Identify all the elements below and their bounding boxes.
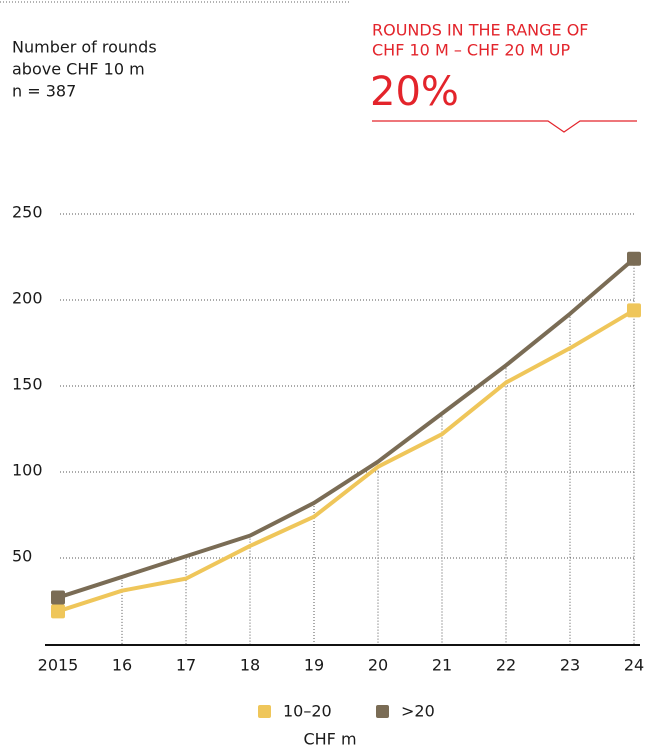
y-tick-label: 50 (12, 547, 32, 566)
x-tick-label: 17 (176, 656, 196, 675)
x-tick-label: 16 (112, 656, 132, 675)
x-tick-label: 23 (560, 656, 580, 675)
x-tick-label: 21 (432, 656, 452, 675)
legend-swatch (376, 705, 389, 718)
series-line (57, 257, 636, 600)
x-tick-label: 24 (624, 656, 644, 675)
x-axis-label: CHF m (303, 730, 356, 749)
end-marker (51, 604, 65, 619)
x-tick-label: 22 (496, 656, 516, 675)
note: n = 387 (12, 82, 76, 101)
end-marker (51, 590, 65, 605)
note: above CHF 10 m (12, 60, 145, 79)
callout: CHF 10 M – CHF 20 M UP (372, 41, 570, 60)
highlight: 20% (370, 69, 459, 115)
x-tick-label: 18 (240, 656, 260, 675)
end-marker (627, 303, 641, 318)
x-tick-label: 19 (304, 656, 324, 675)
series-line (57, 308, 636, 614)
legend-label: >20 (401, 702, 435, 721)
y-tick-label: 100 (12, 461, 43, 480)
legend-swatch (258, 705, 271, 718)
legend-label: 10–20 (283, 702, 332, 721)
note: Number of rounds (12, 38, 157, 57)
callout: ROUNDS IN THE RANGE OF (372, 21, 589, 40)
callout-rule (372, 120, 637, 133)
end-marker (627, 251, 641, 266)
x-tick-label: 2015 (38, 656, 79, 675)
x-tick-label: 20 (368, 656, 388, 675)
y-tick-label: 250 (12, 203, 43, 222)
y-tick-label: 150 (12, 375, 43, 394)
y-tick-label: 200 (12, 289, 43, 308)
